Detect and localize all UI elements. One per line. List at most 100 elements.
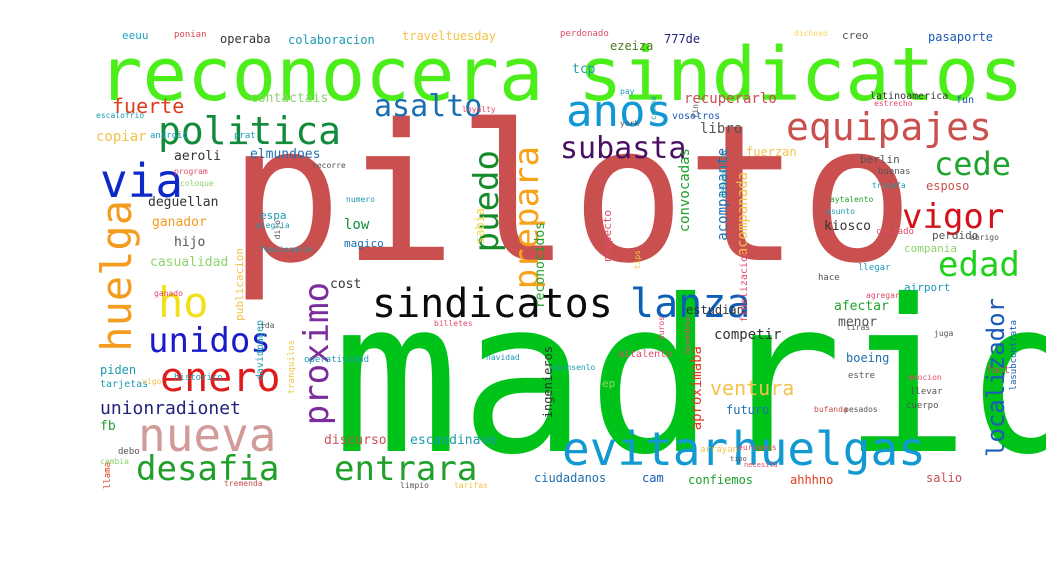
word: llegar (858, 263, 891, 273)
word: navidad (486, 353, 520, 362)
word-nueva: nueva (138, 408, 277, 462)
word: aeroli (174, 149, 221, 164)
word: escandinava (410, 433, 497, 448)
word: compania (904, 242, 957, 255)
word: aytalento (830, 195, 874, 204)
word-huelga: huelga (92, 200, 141, 352)
word: york (620, 119, 640, 128)
word: ponian (174, 30, 207, 40)
word: tipo (730, 455, 747, 463)
word: ingenieros (541, 346, 555, 419)
word-anos: anos (566, 86, 672, 137)
word: fun (956, 95, 975, 106)
word: recorre (312, 161, 346, 170)
word: abrigo (970, 233, 999, 242)
word: fidelizacion (739, 250, 750, 323)
word: pasaporte (928, 30, 994, 44)
word-cede: cede (934, 145, 1012, 183)
word: traveltuesday (402, 29, 496, 43)
word: espa (260, 209, 287, 222)
word: berlin (860, 153, 900, 166)
word: libro (700, 121, 743, 137)
word: tips (633, 250, 642, 270)
word: lasubcontrata (1009, 320, 1019, 391)
word: eeuu (122, 29, 149, 42)
word: fb (100, 419, 116, 434)
word: historico (174, 373, 223, 383)
word: prat (234, 131, 256, 141)
word: boeing (846, 351, 890, 365)
word-lanza: lanza (630, 281, 751, 327)
word: discurso (324, 433, 387, 448)
word: piensenlo (552, 363, 596, 372)
word: llevar (910, 387, 943, 397)
word: tcp (572, 62, 596, 77)
word: bufanda (814, 405, 848, 414)
word: ventura (710, 376, 795, 400)
word: fuerzan (746, 145, 797, 159)
word: aproximaba (689, 346, 705, 431)
word-edad: edad (938, 245, 1020, 285)
word: cuerpo (906, 401, 939, 411)
word: loyalty (462, 105, 496, 114)
word: airport (904, 281, 951, 294)
word: reconocidos (533, 222, 548, 309)
word: piden (100, 363, 137, 377)
word-subasta: subasta (560, 131, 687, 166)
word: ganado (154, 289, 183, 298)
word: publicacion (233, 248, 246, 321)
word: emocion (908, 373, 942, 382)
word: futuro (726, 403, 770, 417)
word: copiar (96, 129, 147, 145)
word-fuerte: fuerte (112, 94, 185, 118)
word: desventaja (719, 150, 728, 199)
word-via: via (100, 154, 184, 208)
word: deguellan (148, 195, 219, 210)
word: contactais (250, 91, 329, 106)
word: kiosco (824, 219, 871, 234)
word: competir (714, 327, 782, 343)
word: program (174, 167, 208, 176)
word-huelgas: huelgas (732, 422, 926, 476)
word: debo (118, 447, 140, 457)
word: tarjetas (100, 379, 149, 390)
word: limpio (400, 481, 429, 490)
word: creo (842, 29, 869, 42)
word-politica: politica (158, 109, 342, 153)
word: hace (818, 273, 840, 283)
word-sindicatos-large: sindicatos (578, 32, 1024, 118)
word: estudian (686, 303, 744, 317)
word: numero (346, 195, 375, 204)
word: ida (260, 321, 275, 330)
word: compa (649, 96, 658, 121)
word: perdonado (560, 29, 609, 39)
word: ganador (152, 215, 207, 230)
word: confiemos (688, 473, 754, 487)
word: esposo (926, 179, 970, 193)
word: recuperarlo (684, 91, 777, 107)
word-piloto: piloto (228, 84, 915, 305)
word: vosotros (672, 111, 721, 122)
word: triunfa (872, 181, 906, 190)
word: escalofrio (96, 111, 145, 120)
word: billetes (434, 319, 473, 328)
word: fact (986, 365, 1011, 376)
word: calzado (876, 227, 914, 237)
word: hijo (174, 235, 206, 250)
word-desafia: desafia (136, 449, 280, 489)
word: tranquilos (287, 340, 297, 395)
word: tremenda (224, 479, 263, 488)
word: llama (103, 462, 113, 490)
word: cost (330, 277, 362, 292)
word: estrecho (874, 99, 913, 108)
word: casualidad (150, 255, 229, 270)
word-unionradionet: unionradionet (100, 398, 241, 419)
word: arrayan (700, 445, 738, 455)
word-entrara: entrara (334, 449, 478, 489)
word: euros (657, 316, 666, 341)
word-sindicatos-black: sindicatos (372, 281, 613, 327)
word: convocadas (677, 148, 693, 233)
word: menor (838, 315, 878, 330)
word: coloque (180, 179, 214, 188)
